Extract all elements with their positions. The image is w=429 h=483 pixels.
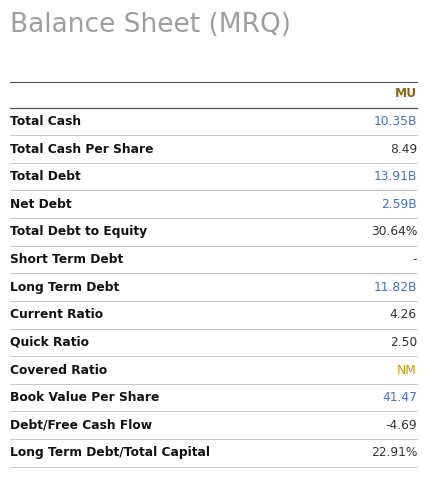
Text: 41.47: 41.47	[382, 391, 417, 404]
Text: 2.59B: 2.59B	[381, 198, 417, 211]
Text: Current Ratio: Current Ratio	[10, 308, 103, 321]
Text: Book Value Per Share: Book Value Per Share	[10, 391, 160, 404]
Text: Long Term Debt: Long Term Debt	[10, 281, 119, 294]
Text: Total Debt to Equity: Total Debt to Equity	[10, 226, 147, 239]
Text: Total Cash: Total Cash	[10, 115, 81, 128]
Text: Net Debt: Net Debt	[10, 198, 72, 211]
Text: Quick Ratio: Quick Ratio	[10, 336, 89, 349]
Text: -: -	[413, 253, 417, 266]
Text: Balance Sheet (MRQ): Balance Sheet (MRQ)	[10, 12, 291, 38]
Text: 11.82B: 11.82B	[374, 281, 417, 294]
Text: Total Cash Per Share: Total Cash Per Share	[10, 142, 154, 156]
Text: -4.69: -4.69	[385, 419, 417, 432]
Text: 8.49: 8.49	[390, 142, 417, 156]
Text: NM: NM	[397, 364, 417, 377]
Text: 10.35B: 10.35B	[374, 115, 417, 128]
Text: 13.91B: 13.91B	[374, 170, 417, 183]
Text: Total Debt: Total Debt	[10, 170, 81, 183]
Text: 30.64%: 30.64%	[371, 226, 417, 239]
Text: MU: MU	[395, 87, 417, 100]
Text: 2.50: 2.50	[390, 336, 417, 349]
Text: Debt/Free Cash Flow: Debt/Free Cash Flow	[10, 419, 152, 432]
Text: Long Term Debt/Total Capital: Long Term Debt/Total Capital	[10, 446, 210, 459]
Text: Short Term Debt: Short Term Debt	[10, 253, 123, 266]
Text: 4.26: 4.26	[390, 308, 417, 321]
Text: 22.91%: 22.91%	[371, 446, 417, 459]
Text: Covered Ratio: Covered Ratio	[10, 364, 107, 377]
